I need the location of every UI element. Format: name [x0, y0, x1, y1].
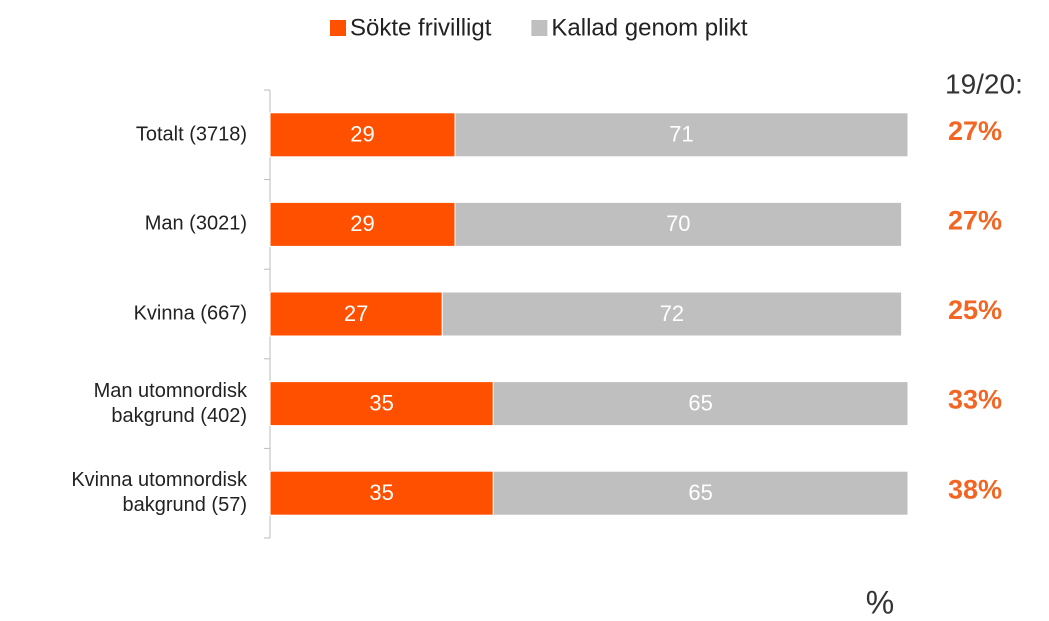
bar-segment [269, 112, 456, 158]
comparison-label: 38% [948, 474, 1002, 504]
x-axis-label: % [866, 584, 894, 620]
comparison-label: 33% [948, 385, 1002, 415]
bar-segment [269, 291, 443, 337]
comparison-label: 27% [948, 116, 1002, 146]
comparison-label: 27% [948, 206, 1002, 236]
bar-segment [454, 201, 903, 247]
category-label: Kvinna utomnordisk bakgrund (57) [71, 469, 247, 517]
bar-segment [492, 470, 909, 516]
bar-value-label: 29 [350, 211, 374, 236]
category-label: Totalt (3718) [135, 123, 247, 146]
bar-value-label: 65 [688, 480, 712, 505]
bar-segment [269, 381, 494, 427]
bar-value-label: 27 [344, 301, 368, 326]
bar-value-label: 35 [369, 480, 393, 505]
legend-swatch [330, 20, 346, 36]
bar-value-label: 71 [669, 122, 693, 147]
comparison-title: 19/20: [945, 68, 1023, 99]
legend-label: Sökte frivilligt [350, 14, 492, 41]
bar-segment [492, 381, 909, 427]
bar-value-label: 70 [666, 211, 690, 236]
bar-value-label: 29 [350, 122, 374, 147]
bar-value-label: 72 [660, 301, 684, 326]
bar-segment [441, 291, 903, 337]
bar-segment [454, 112, 909, 158]
bar-segment [269, 201, 456, 247]
bar-segment [269, 470, 494, 516]
category-label: Man utomnordisk bakgrund (402) [93, 379, 247, 427]
legend-label: Kallad genom plikt [551, 14, 747, 41]
bar-value-label: 65 [688, 390, 712, 415]
category-label: Kvinna (667) [133, 302, 247, 325]
bar-value-label: 35 [369, 390, 393, 415]
category-label: Man (3021) [144, 212, 247, 235]
comparison-label: 25% [948, 295, 1002, 325]
legend-swatch [531, 20, 548, 36]
